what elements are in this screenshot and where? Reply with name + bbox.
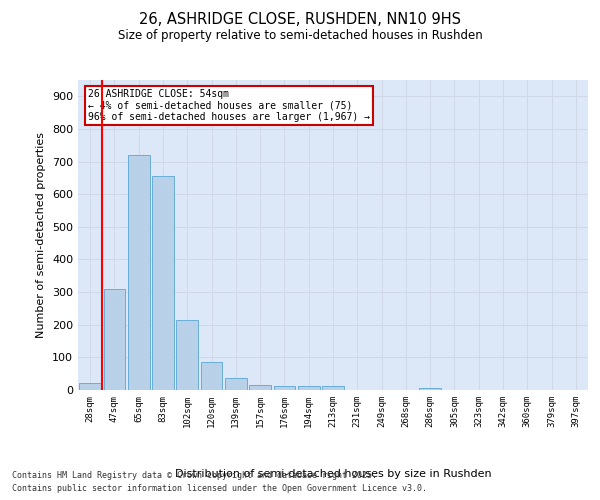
Text: Contains public sector information licensed under the Open Government Licence v3: Contains public sector information licen… — [12, 484, 427, 493]
Bar — [225, 378, 247, 390]
Text: Size of property relative to semi-detached houses in Rushden: Size of property relative to semi-detach… — [118, 29, 482, 42]
Text: 26, ASHRIDGE CLOSE, RUSHDEN, NN10 9HS: 26, ASHRIDGE CLOSE, RUSHDEN, NN10 9HS — [139, 12, 461, 28]
Bar — [200, 362, 223, 390]
Bar — [274, 386, 295, 390]
Y-axis label: Number of semi-detached properties: Number of semi-detached properties — [37, 132, 46, 338]
Bar — [249, 386, 271, 390]
Text: 26 ASHRIDGE CLOSE: 54sqm
← 4% of semi-detached houses are smaller (75)
96% of se: 26 ASHRIDGE CLOSE: 54sqm ← 4% of semi-de… — [88, 90, 370, 122]
Bar — [128, 155, 149, 390]
X-axis label: Distribution of semi-detached houses by size in Rushden: Distribution of semi-detached houses by … — [175, 469, 491, 479]
Bar — [79, 383, 101, 390]
Bar — [298, 386, 320, 390]
Bar — [176, 320, 198, 390]
Text: Contains HM Land Registry data © Crown copyright and database right 2025.: Contains HM Land Registry data © Crown c… — [12, 470, 377, 480]
Bar — [104, 289, 125, 390]
Bar — [419, 388, 441, 390]
Bar — [322, 386, 344, 390]
Bar — [152, 176, 174, 390]
